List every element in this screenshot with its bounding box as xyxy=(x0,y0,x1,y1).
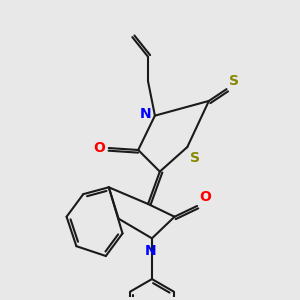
Text: S: S xyxy=(229,74,239,88)
Text: S: S xyxy=(190,152,200,166)
Text: O: O xyxy=(200,190,211,205)
Text: N: N xyxy=(140,107,152,121)
Text: O: O xyxy=(93,141,105,155)
Text: N: N xyxy=(145,244,156,258)
